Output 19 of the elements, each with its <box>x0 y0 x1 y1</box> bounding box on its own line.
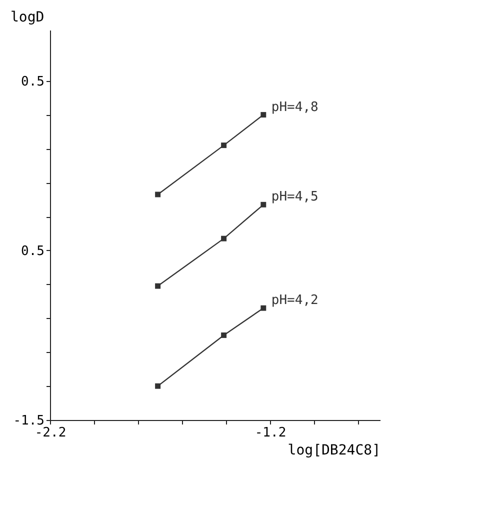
x-tick-label: -1.2 <box>254 426 286 440</box>
series-label: pH=4,2 <box>271 293 318 308</box>
point <box>155 192 161 198</box>
point <box>221 236 227 242</box>
y-tick-label: 0.5 <box>21 244 44 259</box>
point <box>221 332 227 338</box>
x-axis-title: log[DB24C8] <box>288 442 380 458</box>
y-axis-title: logD <box>10 10 44 26</box>
point <box>260 305 266 311</box>
point <box>260 112 266 118</box>
y-tick-label: 0.5 <box>21 74 44 90</box>
point <box>260 202 266 208</box>
y-tick-label: -1.5 <box>13 414 44 428</box>
point <box>155 383 161 389</box>
x-tick-label: -2.2 <box>34 426 66 440</box>
series-label: pH=4,8 <box>271 100 318 115</box>
point <box>221 142 227 148</box>
series-label: pH=4,5 <box>271 190 318 205</box>
point <box>155 283 161 289</box>
